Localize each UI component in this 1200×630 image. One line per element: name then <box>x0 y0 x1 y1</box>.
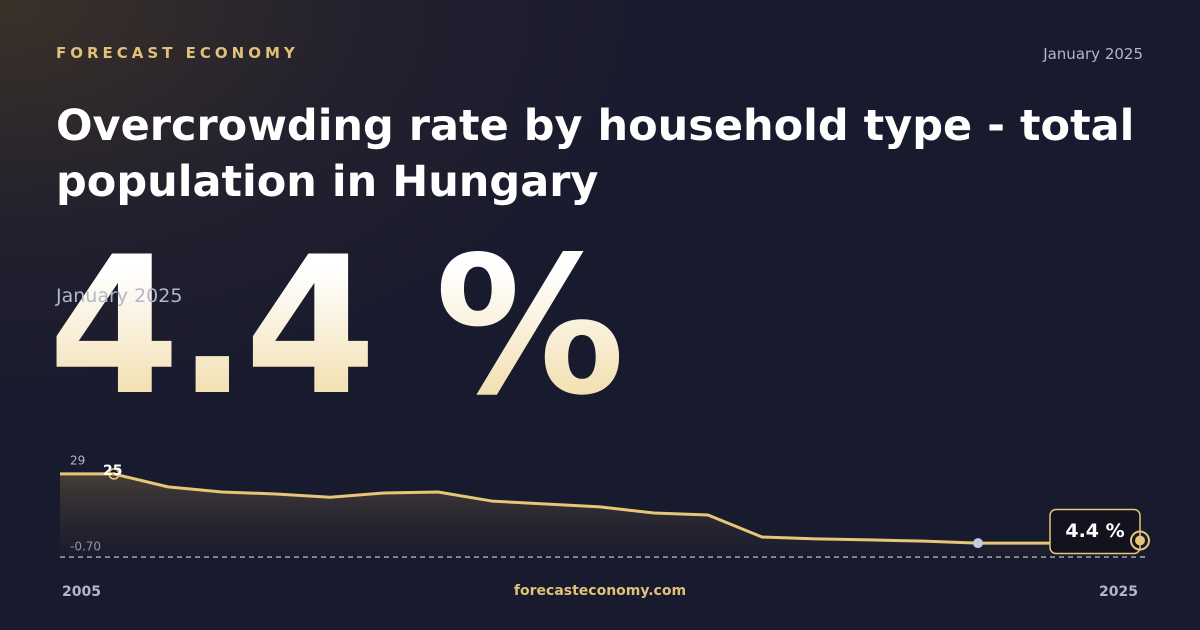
point <box>1130 530 1150 551</box>
date: January 2025 <box>1043 45 1143 63</box>
brand: FORECAST ECONOMY <box>56 44 299 62</box>
area <box>60 473 1140 557</box>
point <box>973 538 983 549</box>
line <box>60 472 1141 545</box>
point <box>108 468 120 480</box>
chart-title: Overcrowding rate by household type - to… <box>56 101 1135 207</box>
x-tick-label: 2025 <box>1099 584 1138 600</box>
x-tick-label: 2005 <box>62 584 101 600</box>
footer: forecasteconomy.com <box>513 583 687 599</box>
value-label: 4.4 % <box>1065 520 1124 542</box>
point-core <box>1135 535 1145 546</box>
headline-date: January 2025 <box>56 285 183 307</box>
value-label: 25 <box>103 463 122 479</box>
y-tick-label: 29 <box>70 454 85 468</box>
headline-value: 4.4 % <box>48 216 625 437</box>
